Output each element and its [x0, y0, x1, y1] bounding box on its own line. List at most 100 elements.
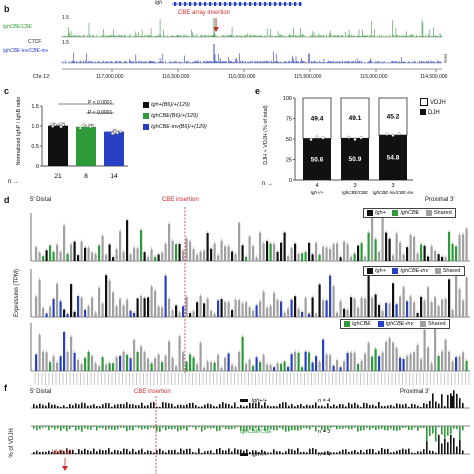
- legend-f-1-label: Igh+/+: [251, 398, 268, 404]
- f-vh-arrowhead: [62, 466, 68, 471]
- f-bar: [150, 450, 152, 454]
- d-bar: [178, 243, 181, 261]
- d-bar: [164, 275, 167, 317]
- d-bar: [283, 361, 286, 371]
- f-bar: [453, 390, 455, 408]
- vh-label: VH1-61: [52, 450, 73, 456]
- d-bar: [266, 364, 269, 371]
- d-bar: [185, 238, 188, 261]
- e-data-point: [353, 137, 357, 141]
- d-bar: [294, 243, 297, 261]
- d-bar: [318, 361, 321, 371]
- e-data-point: [385, 132, 389, 136]
- d-bar: [413, 352, 416, 371]
- f-bar: [342, 449, 344, 454]
- d-bar: [371, 298, 374, 317]
- f-bar: [399, 404, 401, 408]
- d-bar: [35, 296, 38, 317]
- f-bar: [375, 406, 377, 408]
- f-bar: [186, 404, 188, 408]
- f-bar: [408, 448, 410, 454]
- d-bar: [98, 245, 101, 261]
- d-bar: [423, 300, 426, 317]
- legend-d2-b: IghCBE-inv: [392, 268, 428, 274]
- f-bar: [135, 451, 137, 454]
- f-bar: [411, 426, 413, 430]
- d-bar: [210, 362, 213, 371]
- d-bar: [157, 254, 160, 261]
- f-bar: [255, 403, 257, 408]
- d-bar: [399, 357, 402, 371]
- d-bar: [210, 310, 213, 317]
- d-bar: [38, 279, 41, 317]
- d-bar: [192, 311, 195, 317]
- f-bar: [87, 405, 89, 408]
- f-bar: [318, 426, 320, 428]
- d-bar: [406, 247, 409, 261]
- d-bar: [325, 300, 328, 317]
- legend-c-label-2: IghCBE(B6)/+(129): [151, 113, 198, 119]
- legend-d3-a: IghCBE: [344, 321, 371, 327]
- d-bar: [241, 245, 244, 261]
- f-bar: [375, 426, 377, 430]
- d-bar: [392, 283, 395, 317]
- f-bar: [279, 426, 281, 429]
- d-bar: [175, 366, 178, 371]
- d-bar: [409, 296, 412, 317]
- d-bar: [304, 298, 307, 317]
- f-bar: [363, 426, 365, 431]
- d-bar: [395, 233, 398, 261]
- d-bar: [444, 257, 447, 261]
- d-bar: [84, 357, 87, 371]
- d-bar: [329, 355, 332, 371]
- d-bar: [220, 299, 223, 317]
- d-bar: [154, 358, 157, 371]
- f-bar: [276, 426, 278, 431]
- f-bar: [273, 426, 275, 431]
- legend-d2-c: Shared: [434, 268, 461, 274]
- legend-d-1: Igh+ IghCBE Shared: [363, 208, 456, 219]
- f-bar: [159, 406, 161, 408]
- d-bar: [367, 232, 370, 261]
- gene-exon: [254, 2, 257, 6]
- f-bar: [327, 450, 329, 454]
- d-bar: [143, 252, 146, 261]
- d-bar: [189, 354, 192, 371]
- gene-exon: [249, 2, 252, 6]
- d-bar: [399, 242, 402, 261]
- f-bar: [384, 449, 386, 454]
- d-bar: [206, 298, 209, 317]
- f-bar: [96, 405, 98, 408]
- f-bar: [348, 402, 350, 408]
- f-bar: [291, 426, 293, 431]
- f-bar: [405, 426, 407, 428]
- d-bar: [402, 254, 405, 261]
- f-bar: [195, 452, 197, 454]
- panel-f-cbe-label: CBE insertion: [134, 389, 171, 395]
- f-bar: [144, 426, 146, 429]
- f-bar: [444, 426, 446, 438]
- d-bar: [105, 254, 108, 261]
- f-bar: [384, 406, 386, 408]
- d-bar: [290, 354, 293, 371]
- d-bar: [182, 352, 185, 371]
- e-n-label: 3: [353, 183, 356, 189]
- f-bar: [315, 426, 317, 432]
- e-vdj-label: 45.2: [387, 114, 400, 121]
- f-bar: [105, 426, 107, 431]
- f-bar: [324, 406, 326, 408]
- f-bar: [366, 449, 368, 454]
- d-bar: [339, 367, 342, 371]
- d-bar: [203, 250, 206, 261]
- d-bar: [35, 354, 38, 371]
- d-bar: [70, 336, 73, 371]
- d-bar: [339, 257, 342, 261]
- f-bar: [69, 450, 71, 454]
- e-bar-dj: [379, 135, 407, 180]
- f-bar: [351, 451, 353, 454]
- d-bar: [238, 222, 241, 261]
- f-bar: [426, 426, 428, 444]
- f-bar: [180, 426, 182, 431]
- pval-1: P < 0.0001: [88, 100, 113, 106]
- f-bar: [78, 426, 80, 430]
